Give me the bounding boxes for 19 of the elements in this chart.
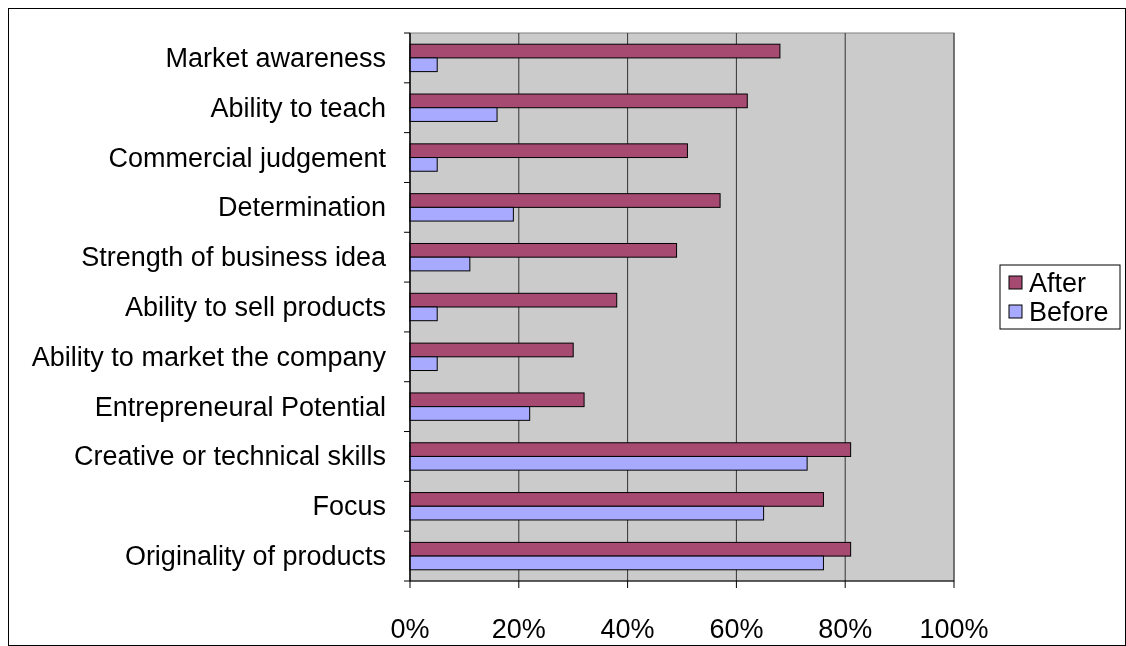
y-tick-label: Creative or technical skills: [73, 441, 386, 472]
y-tick-label: Ability to sell products: [124, 292, 386, 322]
y-tick-label: Ability to market the company: [31, 341, 387, 372]
x-tick-label: 100%: [919, 614, 989, 644]
y-tick-label: Originality of products: [124, 541, 386, 572]
y-tick-label: Commercial judgement: [108, 142, 387, 173]
y-tick-label: Ability to teach: [210, 92, 386, 123]
y-tick-label: Strength of business idea: [81, 242, 387, 273]
x-tick-label: 40%: [600, 614, 655, 644]
y-tick-label: Market awareness: [165, 42, 386, 73]
y-tick-label: Determination: [217, 192, 386, 223]
x-tick-label: 0%: [390, 614, 430, 644]
y-tick-label: Entrepreneural Potential: [94, 391, 386, 422]
x-tick-label: 60%: [709, 614, 764, 644]
x-tick-label: 20%: [491, 614, 546, 644]
legend-label: After: [1029, 268, 1087, 298]
legend-label: Before: [1029, 297, 1109, 327]
x-tick-label: 80%: [818, 614, 873, 644]
y-tick-label: Focus: [312, 491, 386, 522]
